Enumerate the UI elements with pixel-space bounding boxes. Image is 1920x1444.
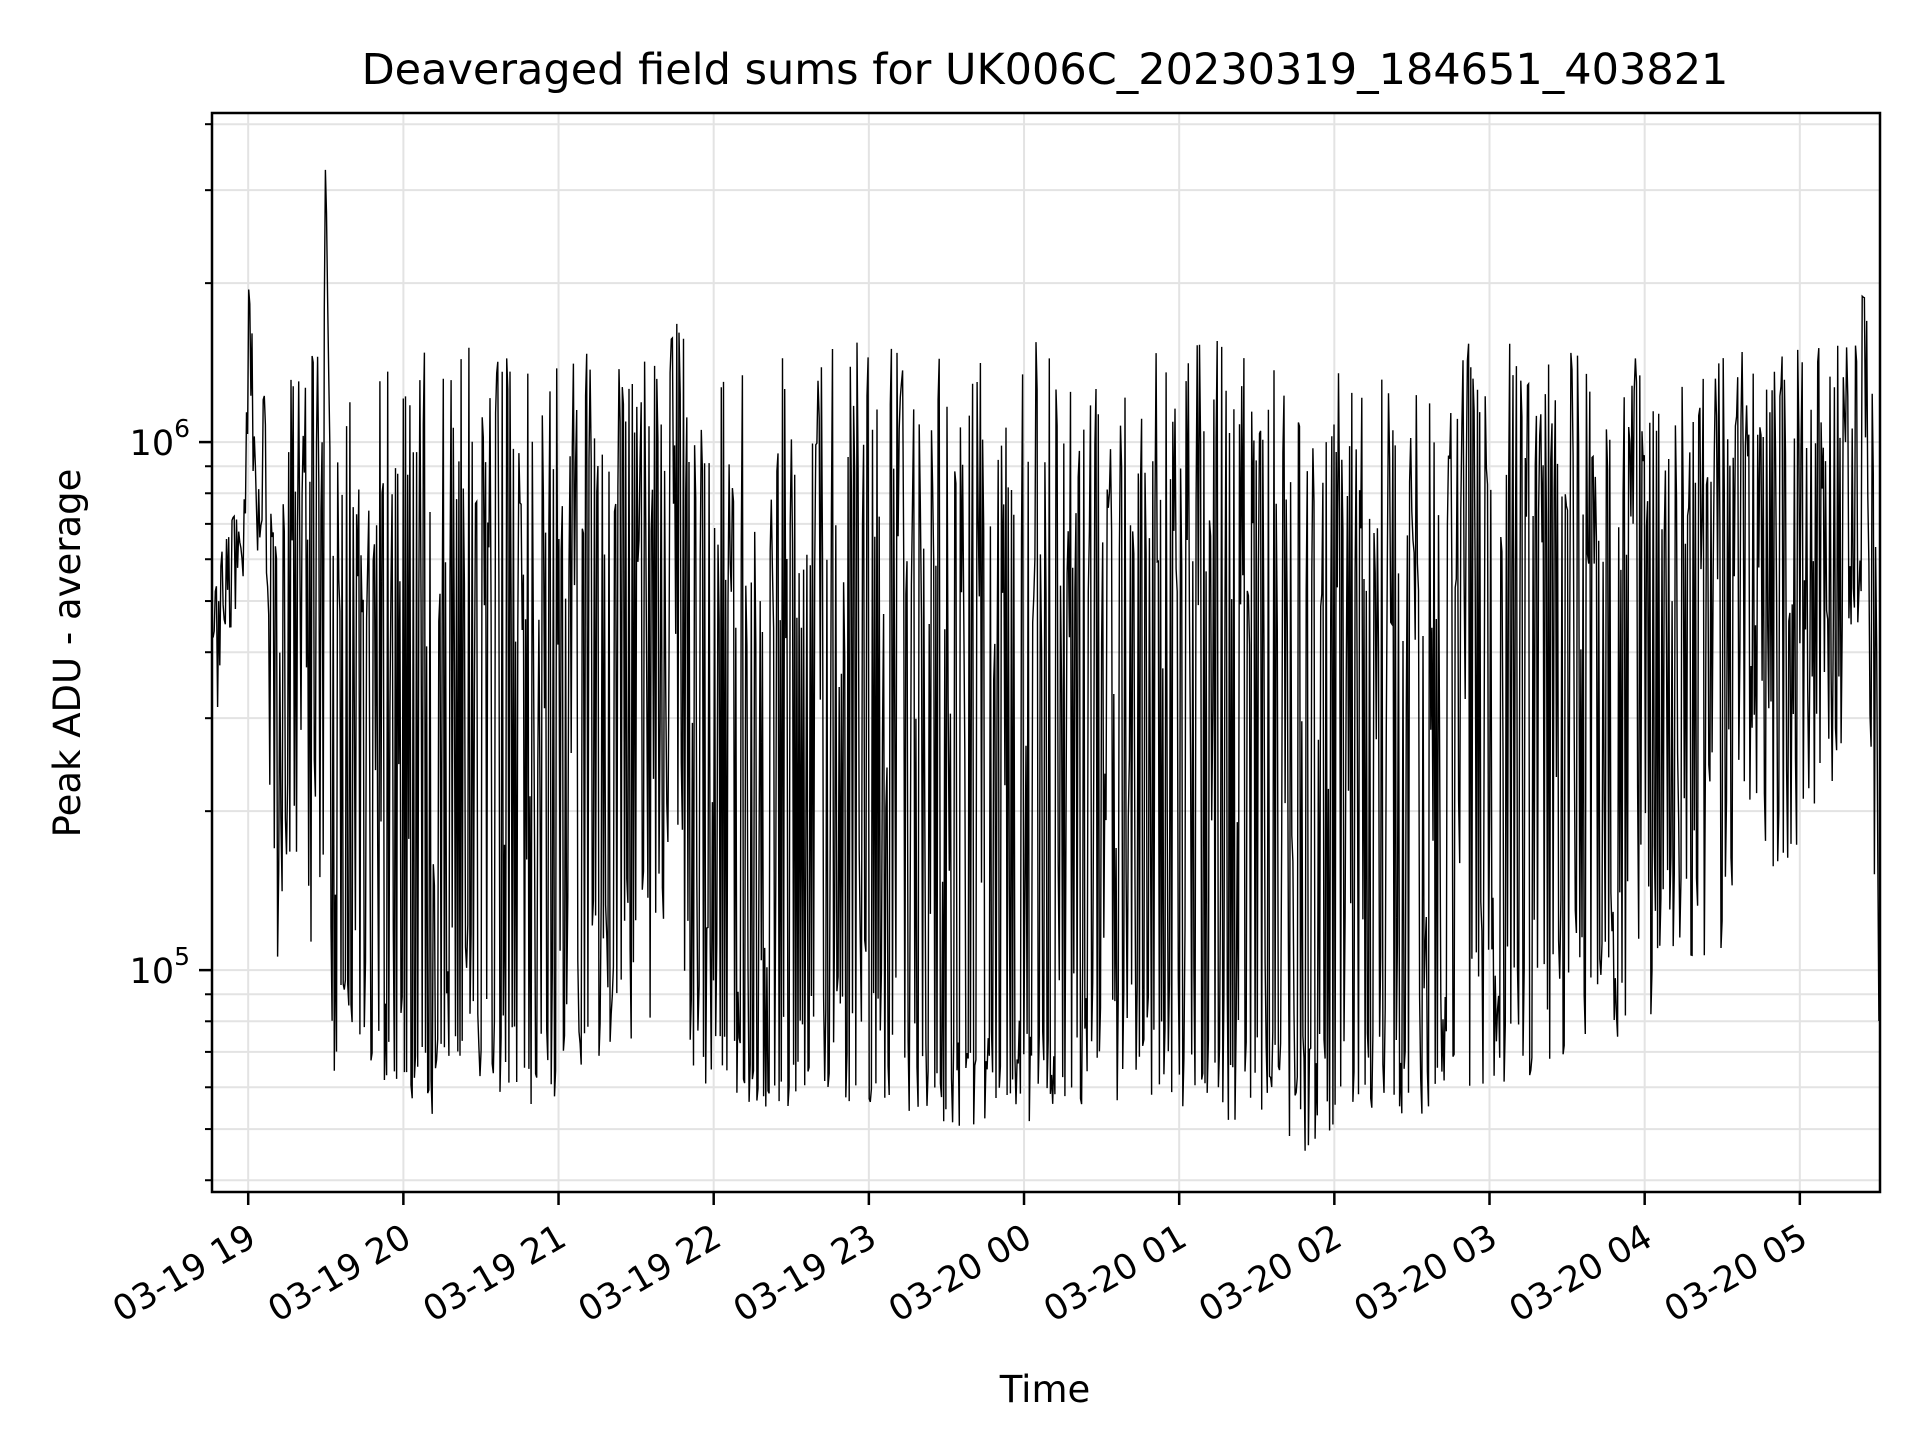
- x-axis-label: Time: [999, 1368, 1091, 1411]
- series-line: [211, 169, 1881, 1151]
- y-tick-label: 106: [130, 414, 190, 464]
- chart-title: Deaveraged field sums for UK006C_2023031…: [362, 45, 1729, 95]
- y-tick-label: 105: [130, 942, 190, 992]
- y-axis-label: Peak ADU - average: [46, 469, 89, 838]
- series-layer: [211, 169, 1881, 1151]
